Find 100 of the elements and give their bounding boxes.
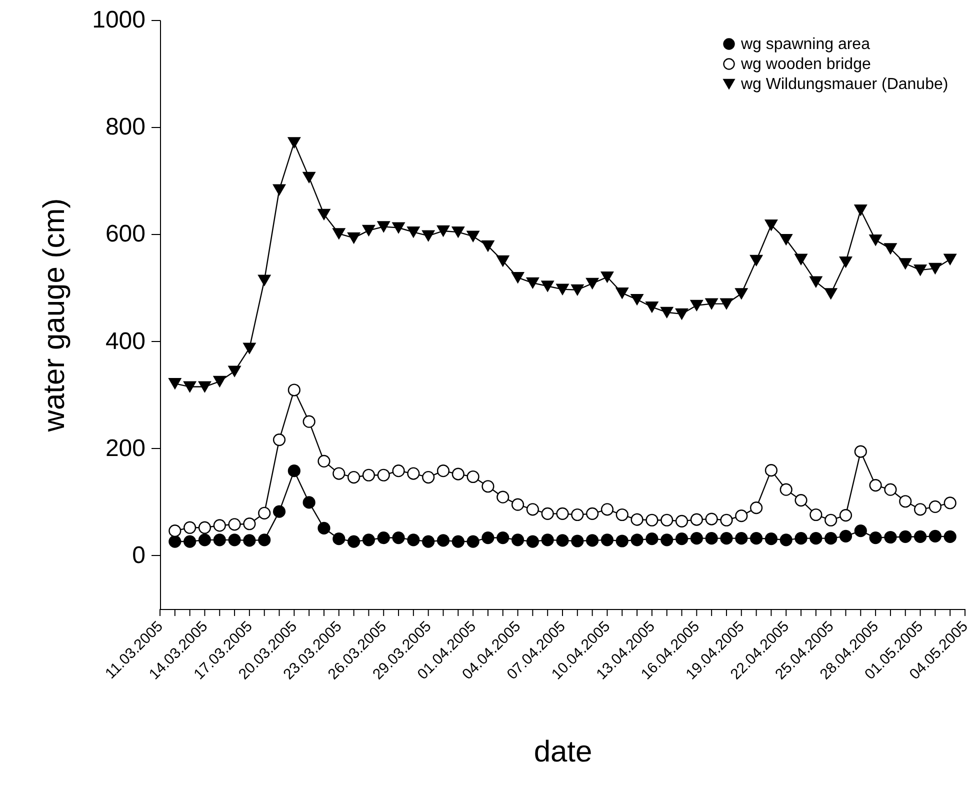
legend-label: wg wooden bridge — [740, 56, 871, 73]
point — [541, 507, 554, 520]
point — [600, 534, 614, 546]
point — [914, 503, 927, 516]
point — [511, 498, 524, 511]
point — [198, 521, 212, 534]
point — [302, 172, 316, 183]
point — [586, 278, 599, 289]
point — [600, 503, 614, 516]
point — [392, 222, 405, 234]
point — [482, 531, 494, 544]
point — [228, 366, 241, 377]
point — [750, 502, 763, 514]
point — [243, 518, 256, 530]
point — [884, 530, 897, 544]
point — [944, 530, 956, 544]
point — [452, 468, 464, 480]
point — [318, 208, 330, 220]
x-axis-title: date — [534, 736, 592, 768]
point — [690, 300, 703, 311]
point — [168, 524, 182, 538]
point — [466, 230, 480, 242]
y-axis-title: water gauge (cm) — [38, 198, 72, 433]
point — [407, 467, 420, 480]
point — [422, 470, 435, 484]
point — [705, 512, 718, 526]
point — [854, 524, 867, 538]
point — [511, 534, 524, 546]
point — [646, 532, 658, 546]
point — [213, 534, 226, 546]
point — [526, 535, 539, 548]
point — [541, 534, 554, 546]
point — [810, 508, 822, 522]
point — [436, 464, 450, 478]
point — [810, 532, 822, 545]
point — [198, 534, 212, 546]
y-tick-label: 600 — [105, 220, 146, 248]
point — [228, 518, 241, 531]
point — [288, 137, 300, 148]
y-tick-label: 0 — [132, 542, 146, 569]
point — [496, 490, 510, 504]
point — [213, 519, 226, 532]
point — [914, 530, 927, 544]
point — [780, 483, 792, 496]
point — [258, 534, 271, 546]
point — [362, 224, 376, 236]
point — [750, 254, 763, 266]
point — [616, 534, 628, 548]
point — [272, 434, 286, 446]
point — [780, 234, 792, 246]
point — [392, 464, 405, 478]
point — [318, 522, 330, 534]
point — [556, 507, 569, 520]
point — [794, 254, 808, 265]
point — [839, 530, 852, 542]
point — [944, 496, 956, 510]
point — [616, 288, 628, 299]
y-tick-label: 200 — [105, 434, 146, 462]
point — [362, 468, 376, 482]
point — [884, 243, 897, 254]
point — [571, 508, 584, 522]
point — [347, 470, 360, 484]
legend-label: wg spawning area — [740, 36, 870, 53]
legend-label: wg Wildungsmauer (Danube) — [740, 76, 948, 93]
point — [928, 530, 942, 542]
point — [511, 272, 524, 284]
point — [184, 521, 196, 534]
y-tick-label: 400 — [105, 328, 146, 355]
point — [660, 534, 674, 546]
point — [258, 274, 271, 286]
point — [213, 376, 226, 387]
point — [869, 479, 882, 492]
point — [466, 470, 480, 484]
point — [750, 532, 763, 545]
point — [302, 415, 316, 428]
point — [482, 240, 494, 252]
point — [630, 534, 644, 546]
point — [496, 255, 510, 266]
point — [794, 494, 808, 507]
point — [168, 535, 182, 548]
point — [318, 454, 330, 468]
point — [646, 301, 658, 313]
point — [377, 468, 390, 482]
point — [839, 509, 852, 522]
point — [436, 534, 450, 547]
point — [466, 535, 480, 548]
point — [436, 225, 450, 237]
point — [288, 464, 300, 478]
point — [407, 226, 420, 238]
point — [526, 503, 539, 516]
point — [884, 483, 897, 496]
point — [347, 535, 360, 548]
point — [735, 288, 748, 300]
point — [839, 256, 852, 268]
point — [944, 254, 956, 265]
point — [764, 464, 778, 477]
point — [184, 381, 196, 392]
point — [541, 280, 554, 292]
point — [824, 514, 838, 526]
point — [168, 378, 182, 390]
